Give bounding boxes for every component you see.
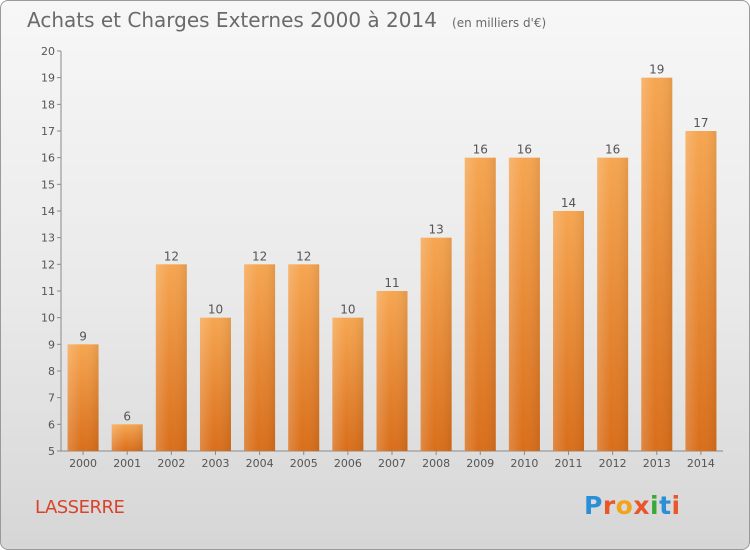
bar-value-label: 10 (340, 303, 355, 317)
y-tick-label: 7 (48, 392, 55, 405)
x-tick-label: 2010 (510, 457, 538, 470)
bar-shading (553, 211, 585, 451)
bar-shading (597, 157, 629, 451)
bar-shading (67, 344, 99, 451)
bar-shading (685, 131, 717, 451)
bar-shading (464, 157, 496, 451)
chart-title-block: Achats et Charges Externes 2000 à 2014 (… (27, 8, 546, 32)
logo-letter: x (633, 491, 650, 520)
bar-value-label: 17 (693, 116, 708, 130)
x-tick-label: 2014 (687, 457, 715, 470)
bar-shading (288, 264, 320, 451)
bar-shading (376, 291, 408, 451)
bar-value-label: 16 (473, 143, 488, 157)
x-tick-label: 2008 (422, 457, 450, 470)
y-tick-label: 13 (41, 232, 55, 245)
bar-shading (244, 264, 276, 451)
proxiti-logo: Proxiti (584, 491, 681, 520)
bar-shading (420, 237, 452, 451)
bar-value-label: 6 (123, 409, 131, 423)
x-tick-label: 2012 (599, 457, 627, 470)
x-tick-label: 2006 (334, 457, 362, 470)
x-tick-label: 2011 (555, 457, 583, 470)
bar-value-label: 9 (79, 329, 87, 343)
y-tick-label: 9 (48, 338, 55, 351)
x-tick-label: 2005 (290, 457, 318, 470)
y-tick-label: 5 (48, 445, 55, 458)
bar-shading (508, 157, 540, 451)
logo-letter: t (659, 491, 672, 520)
bar-shading (199, 317, 231, 451)
bar-value-label: 13 (428, 223, 443, 237)
bar-shading (332, 317, 364, 451)
bar-value-label: 16 (517, 143, 532, 157)
bar-shading (155, 264, 187, 451)
x-tick-label: 2003 (201, 457, 229, 470)
x-tick-label: 2000 (69, 457, 97, 470)
chart-unit: (en milliers d'€) (452, 16, 547, 30)
y-tick-label: 17 (41, 125, 55, 138)
y-tick-label: 8 (48, 365, 55, 378)
bar-shading (111, 424, 143, 451)
x-tick-label: 2004 (246, 457, 274, 470)
x-tick-label: 2013 (643, 457, 671, 470)
bar-value-label: 14 (561, 196, 576, 210)
y-tick-label: 20 (41, 45, 55, 58)
x-tick-label: 2007 (378, 457, 406, 470)
commune-name: LASSERRE (35, 497, 125, 518)
logo-letter: i (671, 491, 681, 520)
bar-value-label: 12 (252, 249, 267, 263)
bar-value-label: 12 (164, 249, 179, 263)
logo-letter: P (584, 491, 603, 520)
logo-letter: r (602, 491, 616, 520)
bar-value-label: 11 (384, 276, 399, 290)
x-tick-label: 2001 (113, 457, 141, 470)
y-tick-label: 14 (41, 205, 55, 218)
y-tick-label: 11 (41, 285, 55, 298)
x-tick-label: 2009 (466, 457, 494, 470)
chart-axes: 5 6 7 8 9 10 11 12 13 14 15 16 17 18 19 20 2000 2001 2002 2… (41, 45, 723, 470)
y-tick-label: 19 (41, 72, 55, 85)
bar-value-label: 19 (649, 63, 664, 77)
chart-bars (67, 77, 717, 452)
logo-letter: o (615, 491, 634, 520)
y-tick-label: 6 (48, 418, 55, 431)
y-tick-label: 16 (41, 152, 55, 165)
bar-value-label: 12 (296, 249, 311, 263)
chart-title: Achats et Charges Externes 2000 à 2014 (27, 8, 437, 32)
chart-data-labels: 9 6 12 10 12 12 10 11 13 16 16 14 16 19 17 (79, 63, 708, 424)
x-tick-label: 2002 (157, 457, 185, 470)
y-tick-label: 10 (41, 312, 55, 325)
y-tick-label: 18 (41, 98, 55, 111)
bar-value-label: 10 (208, 303, 223, 317)
bar-shading (641, 77, 673, 452)
bar-value-label: 16 (605, 143, 620, 157)
y-tick-label: 12 (41, 258, 55, 271)
logo-letter: i (650, 491, 660, 520)
y-tick-label: 15 (41, 178, 55, 191)
